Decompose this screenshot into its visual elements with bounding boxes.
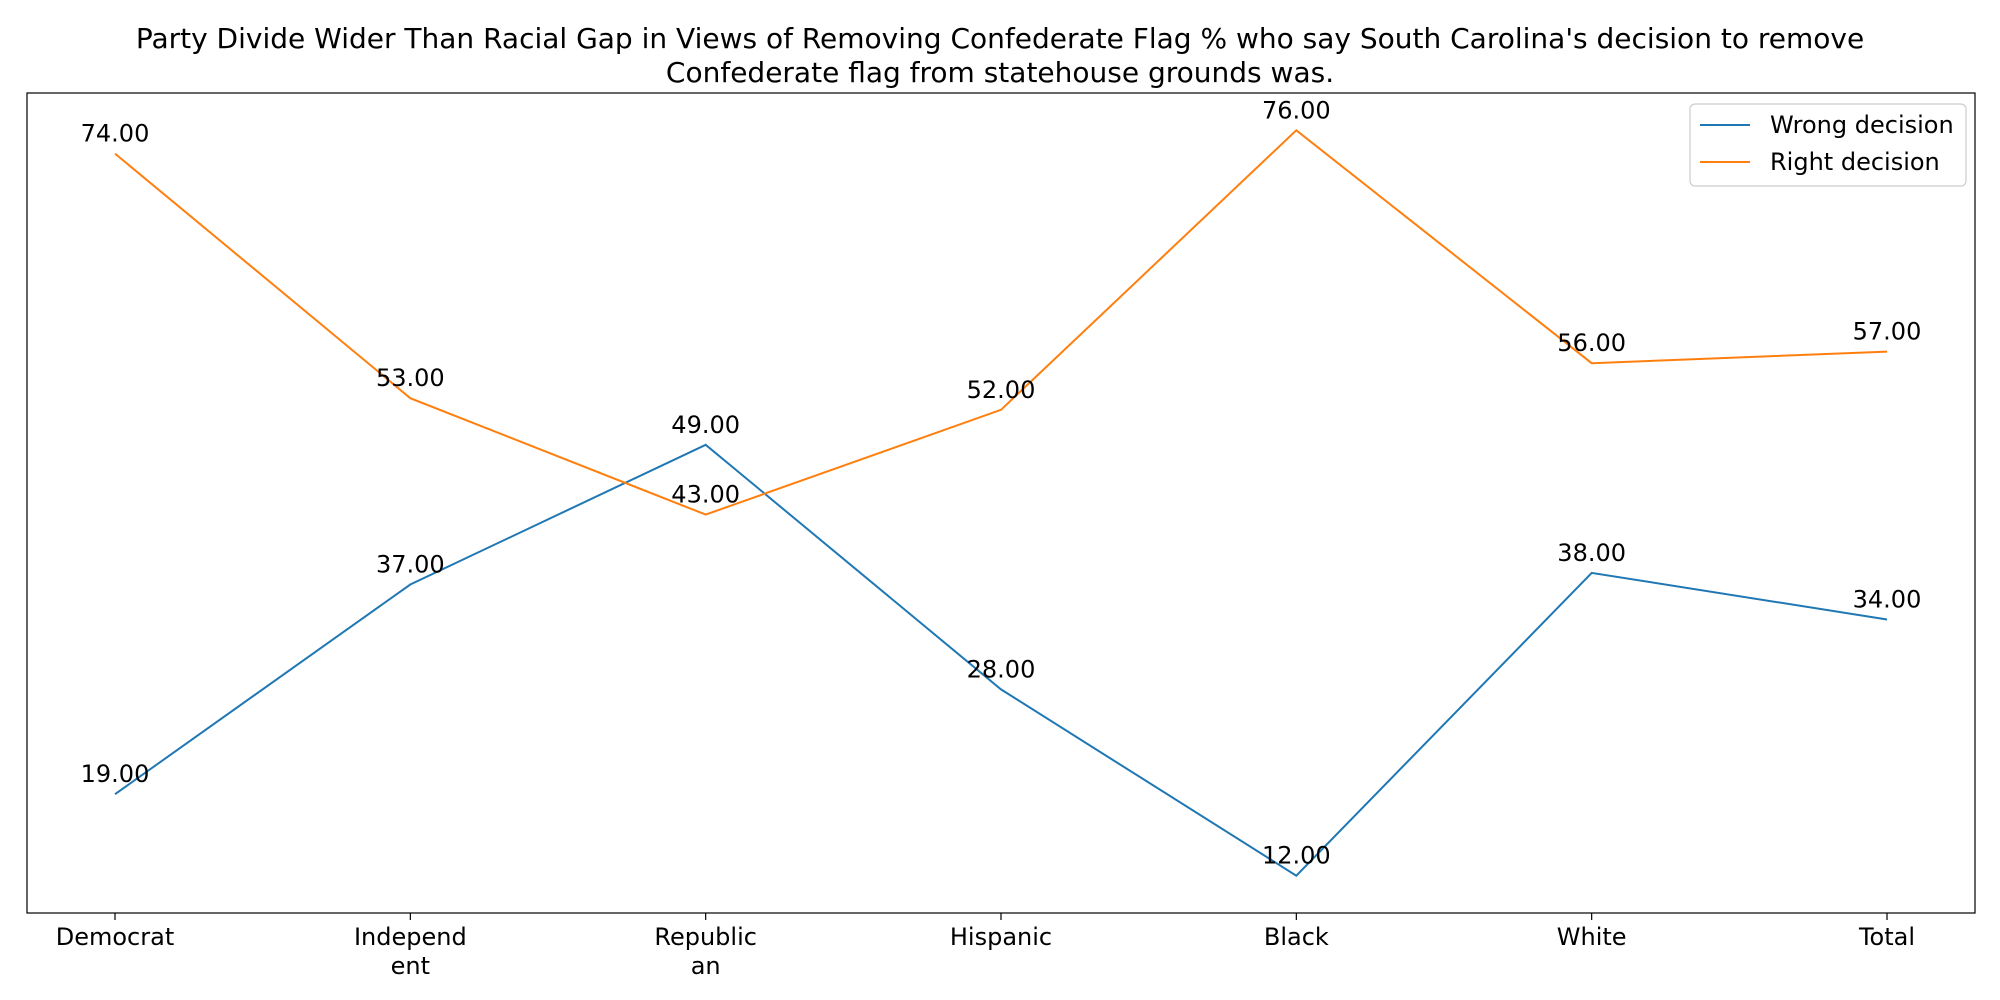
legend-label-wrong-decision: Wrong decision xyxy=(1770,111,1954,139)
x-tick-label: White xyxy=(1557,923,1627,951)
series-layer xyxy=(114,128,1888,877)
data-label: 19.00 xyxy=(81,760,150,788)
data-label: 57.00 xyxy=(1853,318,1922,346)
data-label: 12.00 xyxy=(1262,842,1331,870)
plot-area-frame xyxy=(26,92,1976,914)
x-tick-label: Black xyxy=(1264,923,1329,951)
data-label: 52.00 xyxy=(967,376,1036,404)
series-line-wrong-decision xyxy=(114,443,1888,877)
data-label: 37.00 xyxy=(376,551,445,579)
x-axis: Democrat Independ ent Republic an Hispanic Bla… xyxy=(56,913,1915,980)
series-line-right-decision xyxy=(114,128,1888,516)
data-label: 74.00 xyxy=(81,120,150,148)
data-label: 34.00 xyxy=(1853,585,1922,613)
data-label: 38.00 xyxy=(1557,539,1626,567)
data-label: 53.00 xyxy=(376,364,445,392)
x-tick-label: Total xyxy=(1858,923,1915,951)
chart-title: Party Divide Wider Than Racial Gap in Vi… xyxy=(136,22,1864,55)
data-label: 76.00 xyxy=(1262,96,1331,124)
x-tick-label: Democrat xyxy=(56,923,175,951)
chart-title-line2: Confederate flag from statehouse grounds… xyxy=(666,56,1334,89)
data-label: 56.00 xyxy=(1557,329,1626,357)
data-label: 28.00 xyxy=(967,655,1036,683)
data-labels: 19.00 37.00 49.00 28.00 12.00 38.00 34.00 74.00… xyxy=(81,96,1922,869)
x-tick-label: Hispanic xyxy=(950,923,1052,951)
legend: Wrong decision Right decision xyxy=(1689,103,1967,187)
data-label: 43.00 xyxy=(671,481,740,509)
x-tick-label: Republic an xyxy=(654,923,757,980)
legend-label-right-decision: Right decision xyxy=(1770,148,1940,176)
legend-box xyxy=(1689,103,1967,187)
data-label: 49.00 xyxy=(671,411,740,439)
x-tick-label: Independ ent xyxy=(354,923,467,980)
